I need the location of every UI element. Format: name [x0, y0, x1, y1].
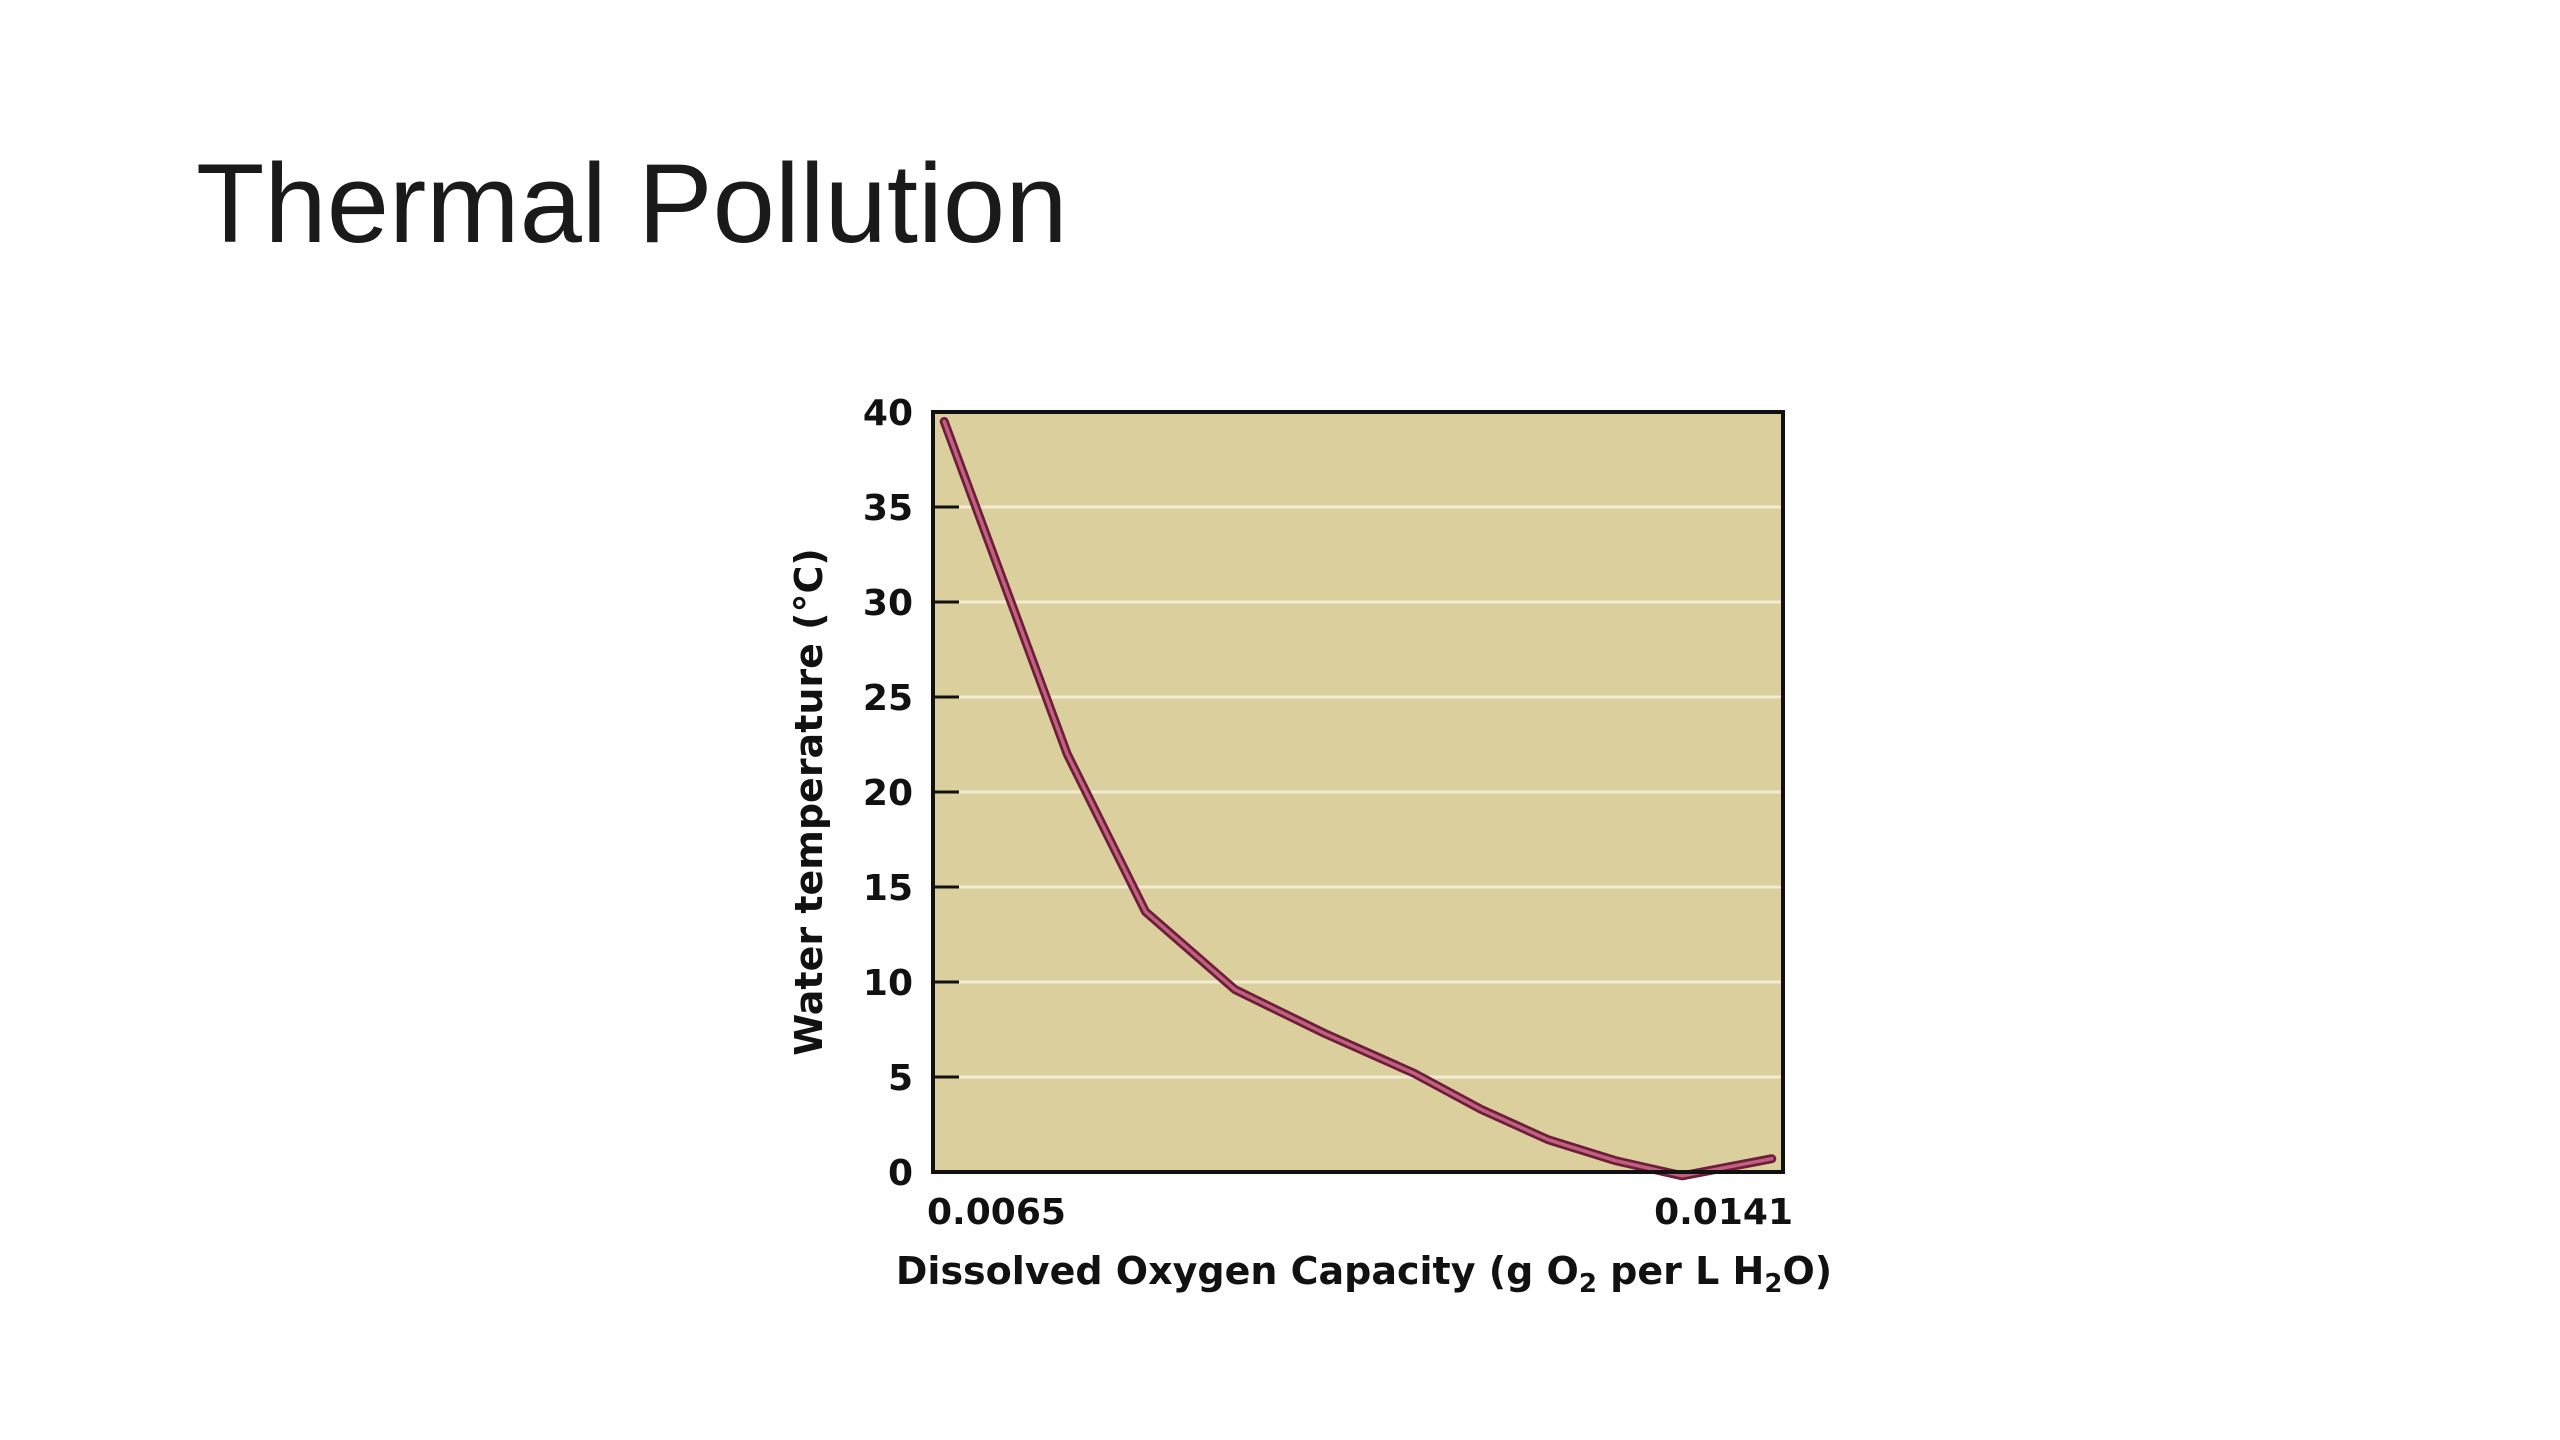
- x-axis-title-part: per L H: [1597, 1249, 1764, 1293]
- plot-frame: [931, 410, 1785, 1174]
- data-series: [939, 417, 1777, 1181]
- y-axis-title: Water temperature (°C): [787, 548, 831, 1056]
- y-tick-label: 20: [863, 773, 913, 814]
- y-tick-label: 15: [863, 868, 913, 909]
- y-tick-label: 40: [863, 393, 913, 434]
- x-tick-label-min: 0.0065: [927, 1192, 1066, 1233]
- y-tick-label: 30: [863, 583, 913, 624]
- y-tick-label: 25: [863, 678, 913, 719]
- x-axis-title: Dissolved Oxygen Capacity (g O2 per L H2…: [896, 1249, 1832, 1299]
- y-tick-label: 0: [888, 1153, 913, 1194]
- gridlines: [933, 505, 1783, 1079]
- x-axis-title-subscript: 2: [1764, 1269, 1782, 1299]
- y-tick-label: 5: [888, 1058, 913, 1099]
- x-tick-labels: 0.0065 0.0141: [927, 1192, 1793, 1233]
- y-tick-labels: 0 5 10 15 20 25 30 35 40: [863, 393, 913, 1194]
- x-axis-title-part: O): [1782, 1249, 1832, 1293]
- x-axis-title-subscript: 2: [1579, 1269, 1597, 1299]
- slide-title: Thermal Pollution: [196, 141, 1068, 266]
- y-tick-label: 10: [863, 963, 913, 1004]
- x-axis-title-part: Dissolved Oxygen Capacity (g O: [896, 1249, 1579, 1293]
- y-tick-label: 35: [863, 488, 913, 529]
- x-tick-label-max: 0.0141: [1654, 1192, 1793, 1233]
- series-line: [942, 419, 1774, 1178]
